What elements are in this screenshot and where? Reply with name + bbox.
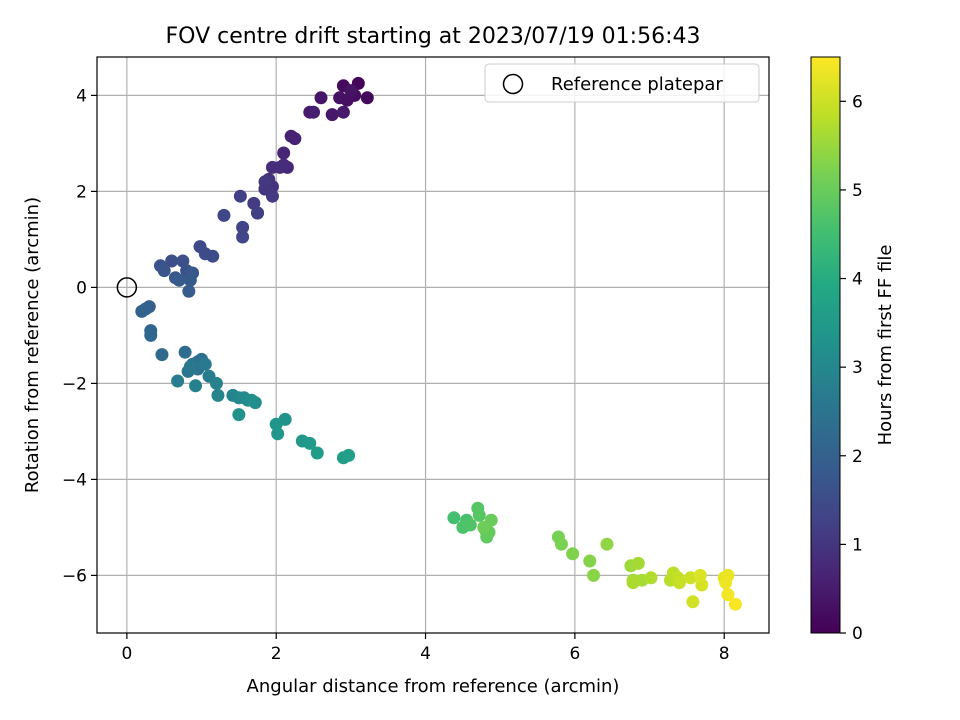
x-tick-label: 8 [719, 644, 730, 664]
data-point [554, 537, 568, 551]
data-point [477, 520, 491, 534]
y-axis-label: Rotation from reference (arcmin) [22, 197, 43, 493]
data-point [217, 208, 231, 222]
colorbar-label: Hours from first FF file [875, 245, 896, 446]
data-point [684, 571, 698, 585]
colorbar-tick-label: 6 [852, 92, 863, 112]
legend: Reference platepar [484, 63, 760, 103]
data-point [144, 328, 158, 342]
data-point [325, 108, 339, 122]
chart-title: FOV centre drift starting at 2023/07/19 … [166, 24, 701, 49]
data-point [314, 91, 328, 105]
data-point [172, 273, 186, 287]
data-point [600, 537, 614, 551]
colorbar-tick-label: 4 [852, 270, 863, 290]
data-point [183, 360, 197, 374]
data-point [728, 597, 742, 611]
data-point [307, 105, 321, 119]
data-point [209, 376, 223, 390]
data-point [644, 571, 658, 585]
data-point [719, 576, 733, 590]
data-points [116, 76, 742, 611]
data-point [686, 595, 700, 609]
data-point [171, 374, 185, 388]
y-tick-label: 2 [76, 182, 87, 202]
colorbar-tick-label: 5 [852, 181, 863, 201]
data-point [631, 556, 645, 570]
data-point [165, 254, 179, 268]
data-point [288, 132, 302, 146]
data-point [269, 417, 283, 431]
legend-box [484, 63, 760, 103]
y-tick-label: −2 [62, 374, 87, 394]
data-point [245, 393, 259, 407]
data-point [232, 408, 246, 422]
data-point [721, 588, 735, 602]
colorbar-tick-label: 0 [852, 624, 863, 644]
data-point [157, 264, 171, 278]
data-point [342, 448, 356, 462]
y-axis-ticks: −6 −4 −2 0 2 4 [62, 86, 97, 586]
y-tick-label: −6 [62, 566, 87, 586]
data-point [236, 220, 250, 234]
data-point [672, 576, 686, 590]
data-point [251, 206, 265, 220]
data-point [277, 146, 291, 160]
data-point [265, 189, 279, 203]
x-tick-label: 0 [121, 644, 132, 664]
data-point [626, 576, 640, 590]
data-point [206, 249, 220, 263]
colorbar [810, 56, 841, 634]
data-point [189, 379, 203, 393]
legend-reference-marker [502, 73, 524, 95]
y-tick-label: 4 [76, 86, 87, 106]
data-point [265, 160, 279, 174]
colorbar-tick-label: 2 [852, 447, 863, 467]
legend-label: Reference platepar [551, 74, 723, 95]
grid-lines [97, 57, 769, 633]
data-point [236, 230, 250, 244]
data-point [135, 304, 149, 318]
data-point [336, 105, 350, 119]
x-tick-label: 4 [420, 644, 431, 664]
data-point [566, 547, 580, 561]
data-point [183, 273, 197, 287]
data-point [182, 284, 196, 298]
data-point [333, 91, 347, 105]
data-point [198, 357, 212, 371]
data-point [583, 554, 597, 568]
data-point [693, 568, 707, 582]
y-tick-label: 0 [76, 278, 87, 298]
colorbar-ticks: 0 1 2 3 4 5 6 [840, 92, 863, 644]
data-point [271, 427, 285, 441]
data-point [344, 84, 358, 98]
data-point [258, 175, 272, 189]
reference-platepar-marker [116, 277, 138, 298]
data-point [463, 518, 477, 532]
data-point [155, 348, 169, 362]
data-point [233, 189, 247, 203]
data-point [472, 508, 486, 522]
data-point [303, 436, 317, 450]
data-point [587, 568, 601, 582]
data-point [360, 91, 374, 105]
data-point [178, 345, 192, 359]
colorbar-tick-label: 1 [852, 535, 863, 555]
y-tick-label: −4 [62, 470, 87, 490]
plot-area-frame [96, 56, 770, 634]
data-point [211, 388, 225, 402]
data-point [447, 511, 461, 525]
data-point [695, 578, 709, 592]
x-tick-label: 2 [271, 644, 282, 664]
x-tick-label: 6 [569, 644, 580, 664]
x-axis-ticks: 0 2 4 6 8 [121, 633, 730, 664]
x-axis-label: Angular distance from reference (arcmin) [247, 676, 620, 697]
data-point [310, 446, 324, 460]
colorbar-tick-label: 3 [852, 358, 863, 378]
